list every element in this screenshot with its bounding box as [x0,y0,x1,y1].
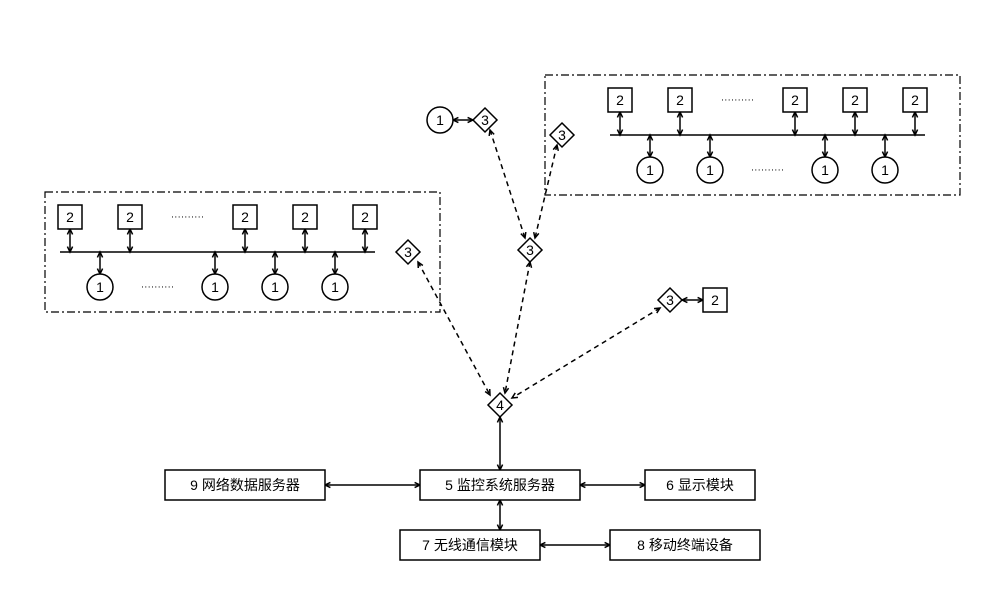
svg-text:1: 1 [331,279,339,295]
svg-text:5 监控系统服务器: 5 监控系统服务器 [445,477,555,493]
svg-text:2: 2 [616,92,624,108]
svg-text:3: 3 [404,244,412,260]
svg-text:1: 1 [436,112,444,128]
diagram-canvas: 2 2 2 2 2 1 1 1 1 ·········· ·········· 3 2 2 2 2 2 1 1 1 1 ·… [0,0,1000,601]
svg-text:2: 2 [851,92,859,108]
node-diamond-3: 3 [396,240,420,264]
node-circle-1: 1 [872,157,898,183]
svg-text:2: 2 [241,209,249,225]
node-circle-1: 1 [262,274,288,300]
svg-text:8 移动终端设备: 8 移动终端设备 [637,537,733,553]
node-square-2: 2 [233,205,257,229]
svg-text:1: 1 [821,162,829,178]
svg-text:2: 2 [791,92,799,108]
standalone-diamond-right: 3 [658,288,682,312]
svg-text:1: 1 [706,162,714,178]
svg-text:7 无线通信模块: 7 无线通信模块 [422,537,518,553]
node-square-2: 2 [668,88,692,112]
svg-text:1: 1 [211,279,219,295]
standalone-square-right: 2 [703,288,727,312]
node-square-2: 2 [608,88,632,112]
server-monitor: 5 监控系统服务器 [420,470,580,500]
node-square-2: 2 [293,205,317,229]
node-circle-1: 1 [322,274,348,300]
svg-text:1: 1 [271,279,279,295]
node-circle-1: 1 [87,274,113,300]
node-square-2: 2 [58,205,82,229]
node-square-2: 2 [783,88,807,112]
svg-text:2: 2 [911,92,919,108]
standalone-circle: 1 [427,107,453,133]
svg-text:2: 2 [126,209,134,225]
svg-text:··········: ·········· [141,282,174,293]
hub-diamond-4: 4 [488,393,512,417]
left-group: 2 2 2 2 2 1 1 1 1 ·········· ·········· 3 [45,192,440,312]
server-network: 9 网络数据服务器 [165,470,325,500]
right-group: 2 2 2 2 2 1 1 1 1 ·········· ·········· 3 [545,75,960,195]
node-circle-1: 1 [697,157,723,183]
svg-text:2: 2 [711,292,719,308]
svg-text:··········: ·········· [171,212,204,223]
svg-text:··········: ·········· [721,95,754,106]
node-diamond-3: 3 [550,123,574,147]
standalone-diamond-top: 3 [473,108,497,132]
svg-text:4: 4 [496,397,504,413]
svg-text:3: 3 [526,242,534,258]
svg-text:1: 1 [881,162,889,178]
wireless: 7 无线通信模块 [400,530,540,560]
mobile: 8 移动终端设备 [610,530,760,560]
node-circle-1: 1 [202,274,228,300]
node-square-2: 2 [118,205,142,229]
svg-text:2: 2 [301,209,309,225]
svg-text:2: 2 [361,209,369,225]
svg-text:··········: ·········· [751,165,784,176]
node-square-2: 2 [903,88,927,112]
svg-text:3: 3 [481,112,489,128]
svg-text:1: 1 [646,162,654,178]
svg-text:2: 2 [676,92,684,108]
svg-text:2: 2 [66,209,74,225]
display: 6 显示模块 [645,470,755,500]
standalone-diamond-mid: 3 [518,238,542,262]
svg-text:1: 1 [96,279,104,295]
svg-text:3: 3 [666,292,674,308]
node-circle-1: 1 [637,157,663,183]
svg-text:9 网络数据服务器: 9 网络数据服务器 [190,477,300,493]
node-square-2: 2 [353,205,377,229]
node-square-2: 2 [843,88,867,112]
svg-text:3: 3 [558,127,566,143]
svg-text:6 显示模块: 6 显示模块 [666,477,734,493]
node-circle-1: 1 [812,157,838,183]
